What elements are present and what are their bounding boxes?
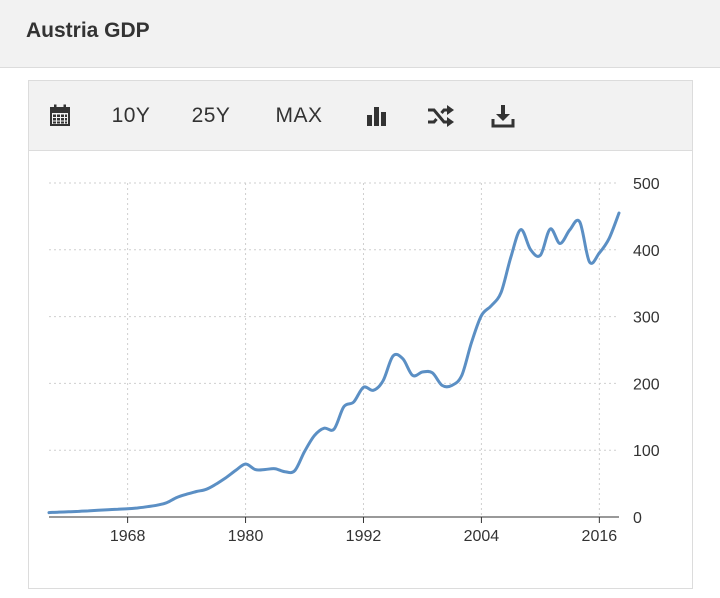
gdp-series-line [47,211,621,515]
y-tick-label: 300 [633,310,660,327]
range-10y-button[interactable]: 10Y [111,104,151,127]
x-tick-label: 1968 [110,528,146,545]
gdp-line-chart: 0 100 200 300 400 500 1968 1980 1992 2004 2016 [47,176,660,545]
y-tick-label: 500 [633,176,660,193]
chart-type-button[interactable] [357,81,397,151]
chart-card: 10Y 25Y MAX [28,80,693,589]
shuffle-icon [428,105,454,127]
bar-chart-icon [367,107,386,126]
chart-toolbar: 10Y 25Y MAX [29,81,692,151]
download-icon [491,105,515,128]
range-max-button[interactable]: MAX [275,104,323,127]
page-header: Austria GDP [0,0,720,68]
x-tick-label: 2004 [464,528,500,545]
chart-area: 0 100 200 300 400 500 1968 1980 1992 2004 2016 [29,151,692,588]
y-tick-label: 400 [633,243,660,260]
y-tick-label: 0 [633,510,642,527]
x-tick-label: 2016 [582,528,618,545]
x-tick-label: 1992 [346,528,382,545]
calendar-icon [50,104,70,126]
y-tick-label: 200 [633,376,660,393]
x-tick-label: 1980 [228,528,264,545]
compare-button[interactable] [420,81,462,151]
calendar-button[interactable] [35,81,85,151]
range-25y-button[interactable]: 25Y [191,104,231,127]
page-title: Austria GDP [26,19,150,42]
download-button[interactable] [483,81,523,151]
y-tick-label: 100 [633,443,660,460]
